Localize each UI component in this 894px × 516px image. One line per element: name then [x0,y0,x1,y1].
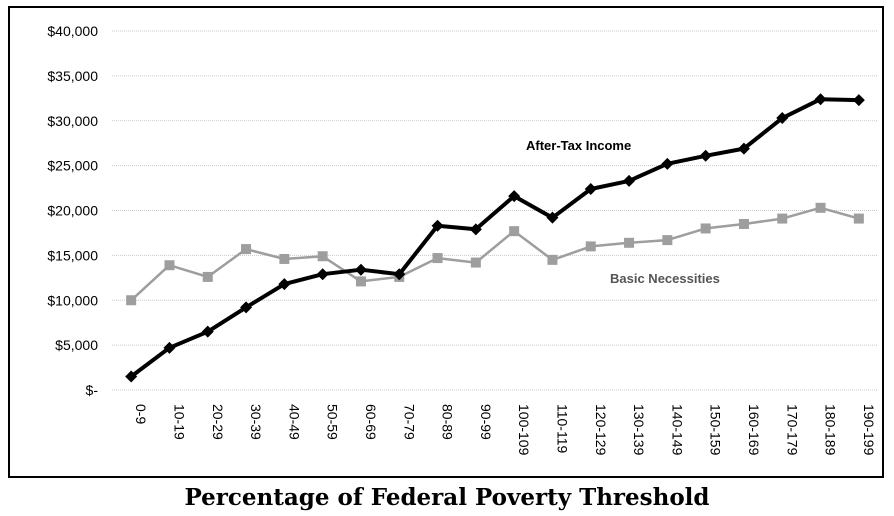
data-point [853,213,864,224]
y-axis-ticks: $- $5,000 $10,000 $15,000 $20,000 $25,000 $30,… [47,23,98,398]
x-tick-label: 90-99 [478,404,494,440]
y-tick-label: $10,000 [47,292,98,308]
series-label-basic-necessities: Basic Necessities [610,271,720,286]
data-point [662,235,673,246]
series-line-after-tax-income [129,97,859,379]
x-tick-label: 160-169 [746,404,762,456]
x-tick-label: 120-129 [593,404,609,456]
line-chart: $- $5,000 $10,000 $15,000 $20,000 $25,000 $30,… [47,23,878,456]
y-tick-label: $25,000 [47,158,98,174]
x-tick-label: 100-109 [516,404,532,456]
data-point [316,268,329,281]
y-tick-label: $5,000 [55,337,98,353]
x-tick-label: 130-139 [631,404,647,456]
data-point [163,341,176,354]
data-point [431,219,444,232]
x-tick-label: 30-39 [248,404,264,440]
x-tick-label: 60-69 [363,404,379,440]
data-point [508,190,521,203]
data-point [126,295,137,306]
data-point [699,149,712,162]
x-tick-label: 110-119 [554,404,570,454]
data-point [241,244,252,255]
x-tick-label: 180-189 [823,404,839,456]
data-point [317,251,328,262]
data-point [201,325,214,338]
x-tick-label: 150-159 [708,404,724,456]
x-tick-label: 140-149 [669,404,685,456]
data-point [164,260,175,271]
data-point [815,202,826,213]
data-point [393,268,406,281]
data-point [776,112,789,125]
data-point [278,278,291,291]
series-line-basic-necessities [130,206,860,302]
y-tick-label: $- [86,382,99,398]
data-point [546,211,559,224]
x-tick-label: 190-199 [861,404,877,456]
data-point [202,271,213,282]
x-axis-ticks: 0-9 10-19 20-29 30-39 40-49 50-59 60-69 70-79 80… [133,404,877,456]
data-point [355,276,366,287]
data-point [623,174,636,187]
data-point [852,94,865,107]
x-tick-label: 170-179 [784,404,800,456]
data-point [547,254,558,265]
x-tick-label: 20-29 [210,404,226,440]
data-point [661,157,674,170]
series-lines [125,93,865,383]
data-point [624,237,635,248]
x-tick-label: 40-49 [286,404,302,440]
x-tick-label: 10-19 [171,404,187,440]
data-point [814,93,827,106]
data-point [777,213,788,224]
series-labels: After-Tax Income Basic Necessities [526,138,720,286]
series-label-after-tax-income: After-Tax Income [526,138,631,153]
data-point [354,263,367,276]
y-tick-label: $30,000 [47,113,98,129]
y-tick-label: $15,000 [47,247,98,263]
data-point [585,241,596,252]
x-tick-label: 80-89 [440,404,456,440]
x-tick-label: 70-79 [401,404,417,440]
data-point [700,223,711,234]
chart-frame [8,6,884,478]
y-tick-label: $40,000 [47,23,98,39]
data-point [432,253,443,264]
x-axis-title: Percentage of Federal Poverty Threshold [184,484,710,511]
data-point [470,257,481,268]
y-tick-label: $20,000 [47,203,98,219]
x-tick-label: 0-9 [133,404,149,424]
data-point [738,218,749,229]
data-point [469,223,482,236]
data-point [125,370,138,383]
data-point [584,182,597,195]
data-point [279,253,290,264]
x-tick-label: 50-59 [325,404,341,440]
data-point [737,142,750,155]
data-point [509,226,520,237]
y-tick-label: $35,000 [47,68,98,84]
data-point [240,301,253,314]
